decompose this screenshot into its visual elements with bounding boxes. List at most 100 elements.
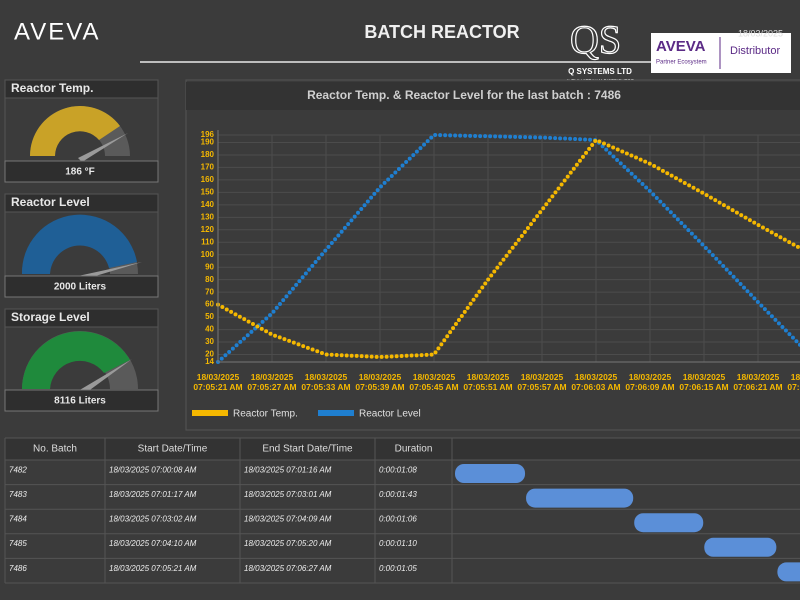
x-tick-label: 18/03/2025 07:06:15 AM xyxy=(679,372,729,392)
page-title: BATCH REACTOR xyxy=(364,22,519,42)
y-tick-label: 90 xyxy=(205,262,214,271)
table-cell: 0:00:01:10 xyxy=(379,539,417,548)
series-line xyxy=(216,137,800,360)
table-cell: 0:00:01:05 xyxy=(379,564,417,573)
table-header: End Start Date/Time xyxy=(262,444,353,455)
table-cell: 18/03/2025 07:03:02 AM xyxy=(109,515,197,524)
gantt-bar xyxy=(455,464,526,483)
table-header: Start Date/Time xyxy=(138,444,208,455)
partner-company: Q SYSTEMS LTD xyxy=(568,67,632,76)
x-tick-label-box: 18/03/2025 07:06:09 AM xyxy=(625,372,675,392)
x-tick-label-box: 18/03/2025 07:05:27 AM xyxy=(247,372,297,392)
partner-logo-mark: QS xyxy=(570,17,621,62)
y-tick-label: 130 xyxy=(201,212,215,221)
y-tick-label: 150 xyxy=(201,187,215,196)
partner-ecosystem: Partner Ecosystem xyxy=(656,60,707,66)
x-tick-label-box: 18/03/2025 07:05:57 AM xyxy=(517,372,567,392)
x-tick-label: 18/03/2025 07:05:27 AM xyxy=(247,372,297,392)
table-cell: 0:00:01:06 xyxy=(379,515,417,524)
y-tick-label: 180 xyxy=(201,150,215,159)
x-tick-label: 18/03/2025 07:05:21 AM xyxy=(193,372,243,392)
table-cell: 18/03/2025 07:01:16 AM xyxy=(244,465,332,474)
batch-table: No. Batch Start Date/Time End Start Date/T… xyxy=(4,437,800,584)
logo: AVEVA xyxy=(14,18,100,45)
chart-title: Reactor Temp. & Reactor Level for the la… xyxy=(307,88,621,102)
x-tick-label: 18/03/2025 07:05:33 AM xyxy=(301,372,351,392)
table-cell: 18/03/2025 07:05:21 AM xyxy=(109,564,197,573)
table-cell: 18/03/2025 07:03:01 AM xyxy=(244,490,332,499)
y-tick-label: 60 xyxy=(205,300,214,309)
table-cell: 18/03/2025 07:04:09 AM xyxy=(244,515,332,524)
gantt-bar xyxy=(634,513,704,533)
x-tick-label-box: 18/03/2025 07:06:15 AM xyxy=(679,372,729,392)
table-cell: 0:00:01:08 xyxy=(379,465,417,474)
table-cell: 18/03/2025 07:00:08 AM xyxy=(109,465,197,474)
gantt-bar xyxy=(777,562,800,582)
gantt-bar xyxy=(704,537,777,557)
y-tick-label: 70 xyxy=(205,287,214,296)
gauge-title: Reactor Level xyxy=(11,195,90,209)
y-tick-label: 196 xyxy=(201,130,215,139)
header-date: 18/03/2025 xyxy=(738,28,783,38)
x-tick-label-box: 18/03/2025 07:06:21 AM xyxy=(733,372,782,392)
table-cell: 7483 xyxy=(9,490,27,499)
table-cell: 18/03/2025 07:06:27 AM xyxy=(244,564,332,573)
gauge-title: Storage Level xyxy=(11,310,90,324)
x-tick-label: 18/03/2025 07:06:03 AM xyxy=(571,372,621,392)
y-tick-label: 100 xyxy=(201,250,215,259)
chart-title-bar xyxy=(186,82,800,110)
x-tick-label-box: 18/03/2025 07:06:03 AM xyxy=(571,372,621,392)
table-cell: 0:00:01:43 xyxy=(379,490,417,499)
y-tick-label: 30 xyxy=(205,337,214,346)
x-tick-label: 18/03/2025 07:05:51 AM xyxy=(463,372,513,392)
y-tick-label: 120 xyxy=(201,225,215,234)
x-tick-label: 18/03/2025 07:06:09 AM xyxy=(625,372,675,392)
gauge-value: 186 °F xyxy=(65,167,95,178)
gantt-bar xyxy=(526,488,634,508)
table-cell: 18/03/2025 07:04:10 AM xyxy=(109,539,197,548)
table-cell: 7485 xyxy=(9,539,27,548)
gauge-panel: Reactor Temp. 186 °F xyxy=(4,79,159,183)
x-tick-label-box: 18/03/2025 07:05:21 AM xyxy=(193,372,243,392)
table-header: No. Batch xyxy=(33,444,77,455)
legend-label: Reactor Level xyxy=(359,409,421,420)
y-tick-label: 50 xyxy=(205,312,214,321)
table-cell: 18/03/2025 07:01:17 AM xyxy=(109,490,197,499)
x-tick-label-box: 18/03/2025 07:05:39 AM xyxy=(355,372,405,392)
y-tick-label: 20 xyxy=(205,350,214,359)
table-cell: 7482 xyxy=(9,465,27,474)
x-tick-label: 18/03/2025 07:06:27 AM xyxy=(787,372,800,392)
gauge-panel: Storage Level 8116 Liters xyxy=(4,308,159,412)
table-cell: 18/03/2025 07:05:20 AM xyxy=(244,539,332,548)
y-tick-label: 170 xyxy=(201,163,215,172)
x-tick-label-box: 18/03/2025 07:06:27 AM xyxy=(787,372,800,392)
y-tick-label: 160 xyxy=(201,175,215,184)
y-tick-label: 14 xyxy=(205,357,214,366)
series-line xyxy=(216,132,800,364)
legend-swatch xyxy=(318,410,354,416)
table-header: Duration xyxy=(395,444,433,455)
x-tick-label-box: 18/03/2025 07:05:51 AM xyxy=(463,372,513,392)
y-tick-label: 190 xyxy=(201,138,215,147)
x-tick-label: 18/03/2025 07:05:39 AM xyxy=(355,372,405,392)
partner-brand: AVEVA xyxy=(656,38,706,55)
y-tick-label: 40 xyxy=(205,325,214,334)
x-tick-label-box: 18/03/2025 07:05:33 AM xyxy=(301,372,351,392)
gauge-panel: Reactor Level 2000 Liters xyxy=(4,193,159,298)
x-tick-label: 18/03/2025 07:05:57 AM xyxy=(517,372,567,392)
x-tick-label-box: 18/03/2025 07:05:45 AM xyxy=(409,372,459,392)
gauge-value: 8116 Liters xyxy=(54,396,106,407)
x-tick-label: 18/03/2025 07:05:45 AM xyxy=(409,372,459,392)
table-header-bg xyxy=(5,438,800,460)
table-cell: 7486 xyxy=(9,564,27,573)
legend-label: Reactor Temp. xyxy=(233,409,298,420)
partner-role: Distributor xyxy=(730,45,780,57)
gauge-value: 2000 Liters xyxy=(54,282,107,293)
y-tick-label: 110 xyxy=(201,237,214,246)
table-cell: 7484 xyxy=(9,515,27,524)
gauge-title: Reactor Temp. xyxy=(11,81,93,95)
y-tick-label: 140 xyxy=(201,200,215,209)
legend: Reactor Temp. Reactor Level xyxy=(192,409,421,420)
